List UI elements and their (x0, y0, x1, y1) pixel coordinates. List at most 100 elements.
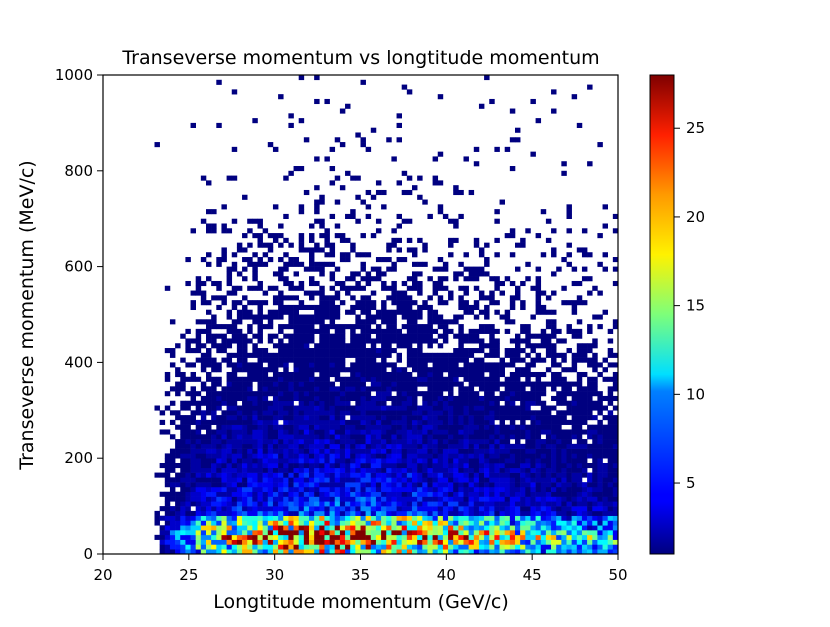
heatmap-cell (298, 472, 305, 478)
heatmap-cell (489, 472, 495, 478)
heatmap-cell (386, 319, 392, 325)
heatmap-cell (442, 539, 449, 545)
heatmap-cell (551, 424, 557, 430)
heatmap-cell (545, 343, 552, 349)
heatmap-cell (236, 391, 243, 397)
heatmap-cell (262, 496, 269, 502)
heatmap-cell (489, 405, 495, 411)
heatmap-cell (247, 376, 253, 382)
heatmap-cell (303, 304, 310, 311)
heatmap-cell (185, 453, 191, 459)
heatmap-cell (375, 276, 382, 282)
heatmap-cell (571, 486, 578, 493)
heatmap-cell (432, 395, 439, 402)
heatmap-cell (180, 525, 186, 531)
heatmap-cell (587, 348, 593, 354)
heatmap-cell (334, 486, 341, 493)
heatmap-cell (422, 333, 428, 339)
heatmap-cell (381, 343, 387, 349)
heatmap-cell (458, 439, 464, 445)
heatmap-cell (401, 309, 408, 315)
heatmap-cell (355, 443, 361, 449)
heatmap-cell (334, 539, 341, 545)
heatmap-cell (520, 434, 526, 440)
heatmap-cell (231, 434, 238, 440)
heatmap-cell (154, 534, 160, 540)
heatmap-cell (272, 525, 279, 531)
heatmap-cell (298, 549, 305, 555)
heatmap-cell (489, 530, 495, 536)
heatmap-cell (607, 348, 614, 354)
heatmap-cell (551, 544, 557, 550)
heatmap-cell (324, 362, 330, 368)
heatmap-cell (293, 367, 299, 373)
heatmap-cell (262, 544, 269, 550)
heatmap-cell (236, 534, 243, 540)
heatmap-cell (607, 544, 614, 550)
heatmap-cell (242, 233, 248, 239)
heatmap-cell (458, 534, 464, 540)
heatmap-cell (545, 338, 552, 344)
heatmap-cell (350, 309, 356, 315)
heatmap-cell (406, 530, 413, 536)
heatmap-cell (319, 338, 325, 344)
heatmap-cell (175, 534, 181, 540)
heatmap-cell (551, 477, 557, 483)
heatmap-cell (247, 400, 253, 406)
heatmap-cell (478, 424, 485, 430)
heatmap-cell (509, 539, 516, 545)
heatmap-cell (334, 477, 341, 483)
heatmap-cell (185, 424, 191, 430)
heatmap-cell (396, 462, 402, 469)
heatmap-cell (236, 472, 243, 478)
heatmap-cell (437, 486, 444, 493)
heatmap-cell (242, 376, 248, 382)
heatmap-cell (329, 362, 336, 368)
heatmap-cell (314, 434, 320, 440)
heatmap-cell (190, 501, 196, 507)
heatmap-cell (484, 309, 490, 315)
heatmap-cell (597, 434, 603, 440)
heatmap-cell (530, 98, 536, 105)
heatmap-cell (360, 443, 366, 449)
heatmap-cell (278, 376, 284, 382)
heatmap-cell (432, 410, 439, 416)
heatmap-cell (309, 439, 315, 445)
heatmap-cell (525, 539, 531, 545)
heatmap-cell (437, 371, 444, 378)
heatmap-cell (556, 506, 562, 512)
heatmap-cell (453, 218, 459, 224)
heatmap-cell (365, 357, 372, 363)
heatmap-cell (448, 544, 454, 550)
heatmap-cell (278, 534, 284, 540)
heatmap-cell (432, 371, 439, 378)
heatmap-cell (597, 362, 603, 368)
x-tick-label: 45 (523, 566, 542, 584)
heatmap-cell (448, 371, 454, 378)
heatmap-cell (329, 381, 336, 387)
heatmap-cell (314, 362, 320, 368)
heatmap-cell (303, 448, 310, 454)
heatmap-cell (355, 194, 361, 200)
heatmap-cell (298, 300, 305, 306)
heatmap-cell (406, 439, 413, 445)
heatmap-cell (458, 395, 464, 402)
heatmap-cell (242, 304, 248, 311)
heatmap-cell (561, 415, 567, 421)
heatmap-cell (437, 300, 444, 306)
heatmap-cell (190, 539, 196, 545)
heatmap-cell (206, 506, 212, 512)
heatmap-cell (540, 501, 547, 507)
heatmap-cell (535, 549, 542, 555)
heatmap-cell (267, 242, 274, 248)
heatmap-cell (499, 530, 505, 536)
heatmap-cell (375, 395, 382, 402)
heatmap-cell (581, 386, 588, 392)
heatmap-cell (391, 510, 397, 516)
heatmap-cell (576, 496, 583, 502)
heatmap-cell (288, 510, 294, 516)
heatmap-cell (339, 530, 346, 536)
heatmap-cell (360, 424, 366, 430)
heatmap-cell (556, 520, 562, 526)
heatmap-cell (319, 314, 325, 320)
